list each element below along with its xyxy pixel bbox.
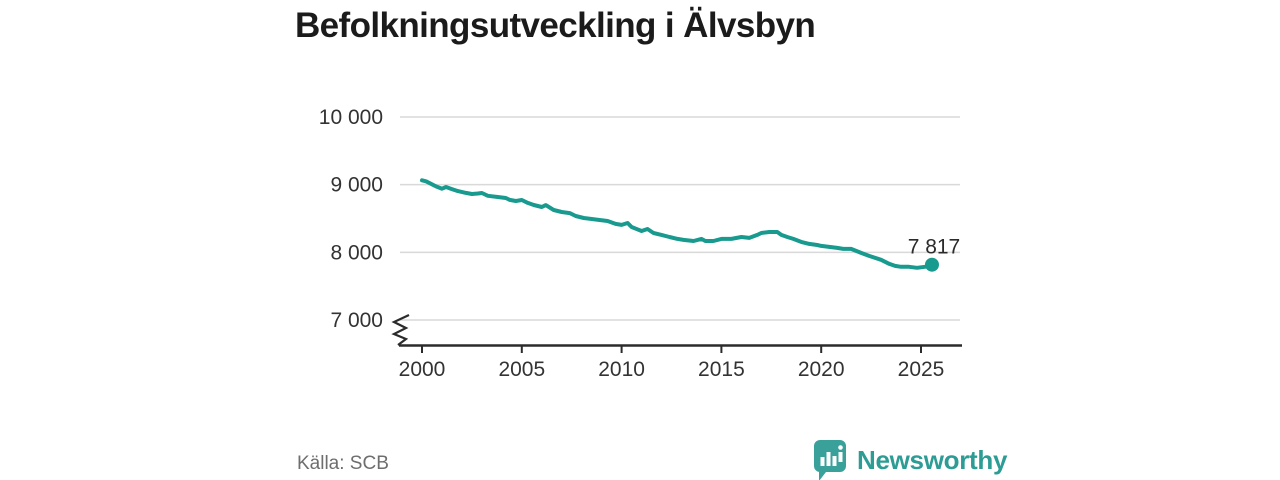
end-point-label: 7 817: [908, 236, 961, 259]
newsworthy-logo-icon: [814, 440, 846, 480]
chart-title: Befolkningsutveckling i Älvsbyn: [295, 6, 816, 45]
x-tick-label: 2020: [798, 358, 845, 381]
y-axis-labels: 7 000 8 000 9 000 10 000: [319, 106, 383, 332]
newsworthy-wordmark: Newsworthy: [857, 445, 1008, 475]
source-label: Källa: SCB: [297, 453, 389, 474]
series-group: 7 817: [420, 178, 961, 272]
gridlines-group: [400, 116, 960, 321]
x-tick-label: 2005: [498, 358, 545, 381]
x-axis-labels: 2000 2005 2010 2015 2020 2025: [399, 358, 945, 381]
bar-chart-glyph: [820, 445, 843, 466]
newsworthy-logo: Newsworthy: [812, 438, 1007, 480]
x-axis-ticks: [421, 345, 922, 353]
x-tick-label: 2025: [898, 358, 945, 381]
x-tick-label: 2000: [399, 358, 446, 381]
y-tick-label: 8 000: [330, 241, 383, 264]
population-line: [420, 178, 934, 270]
x-tick-label: 2010: [598, 358, 645, 381]
y-tick-label: 10 000: [319, 106, 383, 129]
y-tick-label: 7 000: [330, 309, 383, 332]
y-tick-label: 9 000: [330, 174, 383, 197]
x-tick-label: 2015: [698, 358, 745, 381]
axis-break-icon: [391, 314, 410, 346]
end-point-dot: [924, 257, 939, 272]
